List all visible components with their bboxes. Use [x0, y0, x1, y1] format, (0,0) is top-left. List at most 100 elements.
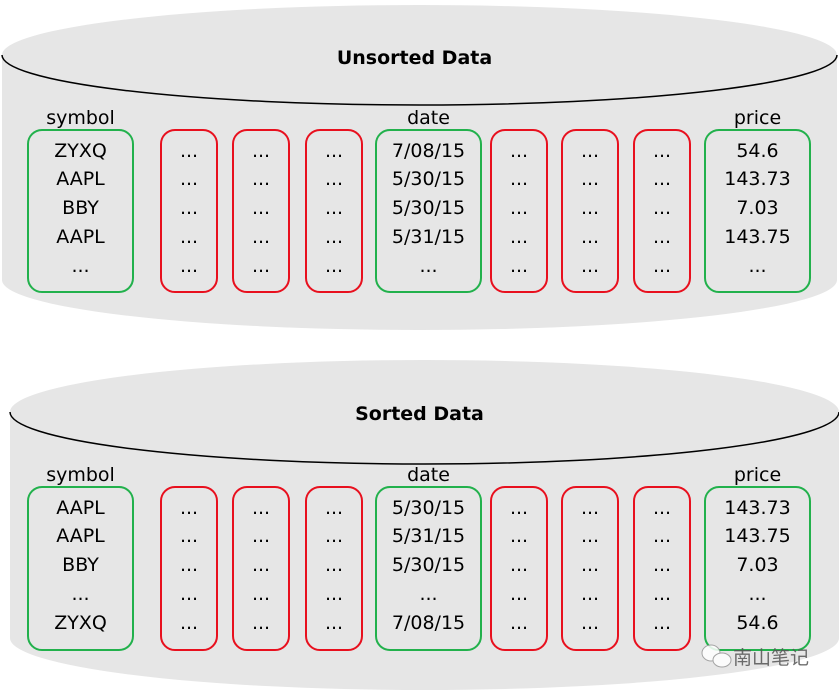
cell-value: ...: [252, 168, 270, 190]
column-other: [561, 129, 619, 293]
cell-value: ...: [653, 168, 671, 190]
cell-value: ...: [510, 255, 528, 277]
column-price: [704, 486, 811, 651]
cell-value: ...: [581, 497, 599, 519]
cell-value: ...: [581, 525, 599, 547]
cell-value: ...: [180, 554, 198, 576]
cell-value: ...: [581, 168, 599, 190]
cell-value: ...: [653, 255, 671, 277]
cell-value: ...: [581, 612, 599, 634]
cell-value: ...: [180, 612, 198, 634]
cell-value: ...: [180, 497, 198, 519]
cell-value: ...: [180, 255, 198, 277]
column-date: [375, 486, 482, 651]
cell-value: ...: [653, 140, 671, 162]
cell-value: ...: [653, 583, 671, 605]
cell-value: ...: [581, 583, 599, 605]
cell-value: 54.6: [736, 140, 778, 162]
cell-value: ...: [510, 226, 528, 248]
cell-value: ...: [252, 497, 270, 519]
column-header: price: [734, 464, 781, 486]
cell-value: 7.03: [736, 197, 778, 219]
cell-value: 7.03: [736, 554, 778, 576]
cell-value: ...: [653, 226, 671, 248]
column-header: symbol: [46, 464, 115, 486]
cell-value: ...: [653, 525, 671, 547]
cell-value: 143.75: [724, 226, 790, 248]
cell-value: ...: [653, 612, 671, 634]
cell-value: 5/31/15: [392, 525, 465, 547]
column-header: price: [734, 107, 781, 129]
cell-value: ...: [180, 197, 198, 219]
cell-value: ...: [180, 226, 198, 248]
cell-value: AAPL: [56, 226, 105, 248]
cell-value: ...: [510, 554, 528, 576]
cell-value: ...: [325, 612, 343, 634]
cell-value: BBY: [62, 554, 99, 576]
cell-value: 143.75: [724, 525, 790, 547]
cell-value: ...: [325, 525, 343, 547]
cell-value: ...: [325, 554, 343, 576]
column-other: [490, 129, 548, 293]
cell-value: ...: [510, 497, 528, 519]
cell-value: ...: [510, 583, 528, 605]
cell-value: ...: [581, 255, 599, 277]
cell-value: ...: [325, 168, 343, 190]
cell-value: AAPL: [56, 497, 105, 519]
column-header: date: [407, 464, 450, 486]
cylinder-top-edge: [9, 411, 839, 465]
cell-value: ...: [252, 140, 270, 162]
cell-value: ...: [180, 140, 198, 162]
cell-value: ZYXQ: [54, 612, 107, 634]
cell-value: ...: [325, 583, 343, 605]
cell-value: ...: [510, 612, 528, 634]
cell-value: 7/08/15: [392, 612, 465, 634]
cell-value: ...: [71, 255, 89, 277]
column-other: [232, 129, 290, 293]
cylinder-title: Unsorted Data: [337, 47, 492, 69]
cell-value: BBY: [62, 197, 99, 219]
column-other: [490, 486, 548, 651]
cell-value: ...: [252, 525, 270, 547]
column-other: [160, 129, 218, 293]
sorted-data-cylinder: Sorted Data symbol AAPL AAPL BBY... ZYXQ.....…: [9, 360, 839, 690]
cell-value: ...: [252, 612, 270, 634]
cell-value: 5/30/15: [392, 554, 465, 576]
cell-value: ...: [748, 583, 766, 605]
column-symbol: [27, 129, 134, 293]
cell-value: ...: [653, 197, 671, 219]
cylinder-title: Sorted Data: [355, 403, 484, 425]
column-header: symbol: [46, 107, 115, 129]
cell-value: ...: [325, 226, 343, 248]
cell-value: 7/08/15: [392, 140, 465, 162]
cell-value: ...: [581, 140, 599, 162]
cell-value: 143.73: [724, 497, 790, 519]
cell-value: ...: [748, 255, 766, 277]
cell-value: 5/30/15: [392, 497, 465, 519]
cell-value: ...: [325, 255, 343, 277]
unsorted-data-cylinder: Unsorted Data symbol ZYXQ AAPL BBY AAPL......…: [1, 5, 838, 331]
cell-value: 143.73: [724, 168, 790, 190]
cylinder-body: [2, 5, 837, 331]
cell-value: ...: [180, 525, 198, 547]
cell-value: ...: [252, 255, 270, 277]
column-other: [633, 486, 691, 651]
column-other: [160, 486, 218, 651]
cell-value: ...: [325, 497, 343, 519]
cell-value: ...: [419, 583, 437, 605]
cell-value: ...: [419, 255, 437, 277]
watermark: 南山笔记: [701, 644, 809, 669]
cell-value: ...: [325, 197, 343, 219]
cell-value: ...: [180, 168, 198, 190]
column-other: [232, 486, 290, 651]
cell-value: ...: [325, 140, 343, 162]
cylinder-top-edge: [1, 54, 838, 106]
column-symbol: [27, 486, 134, 651]
column-date: [375, 129, 482, 293]
cell-value: 54.6: [736, 612, 778, 634]
column-other: [633, 129, 691, 293]
cell-value: ...: [252, 197, 270, 219]
column-price: [704, 129, 811, 293]
cell-value: ...: [252, 583, 270, 605]
